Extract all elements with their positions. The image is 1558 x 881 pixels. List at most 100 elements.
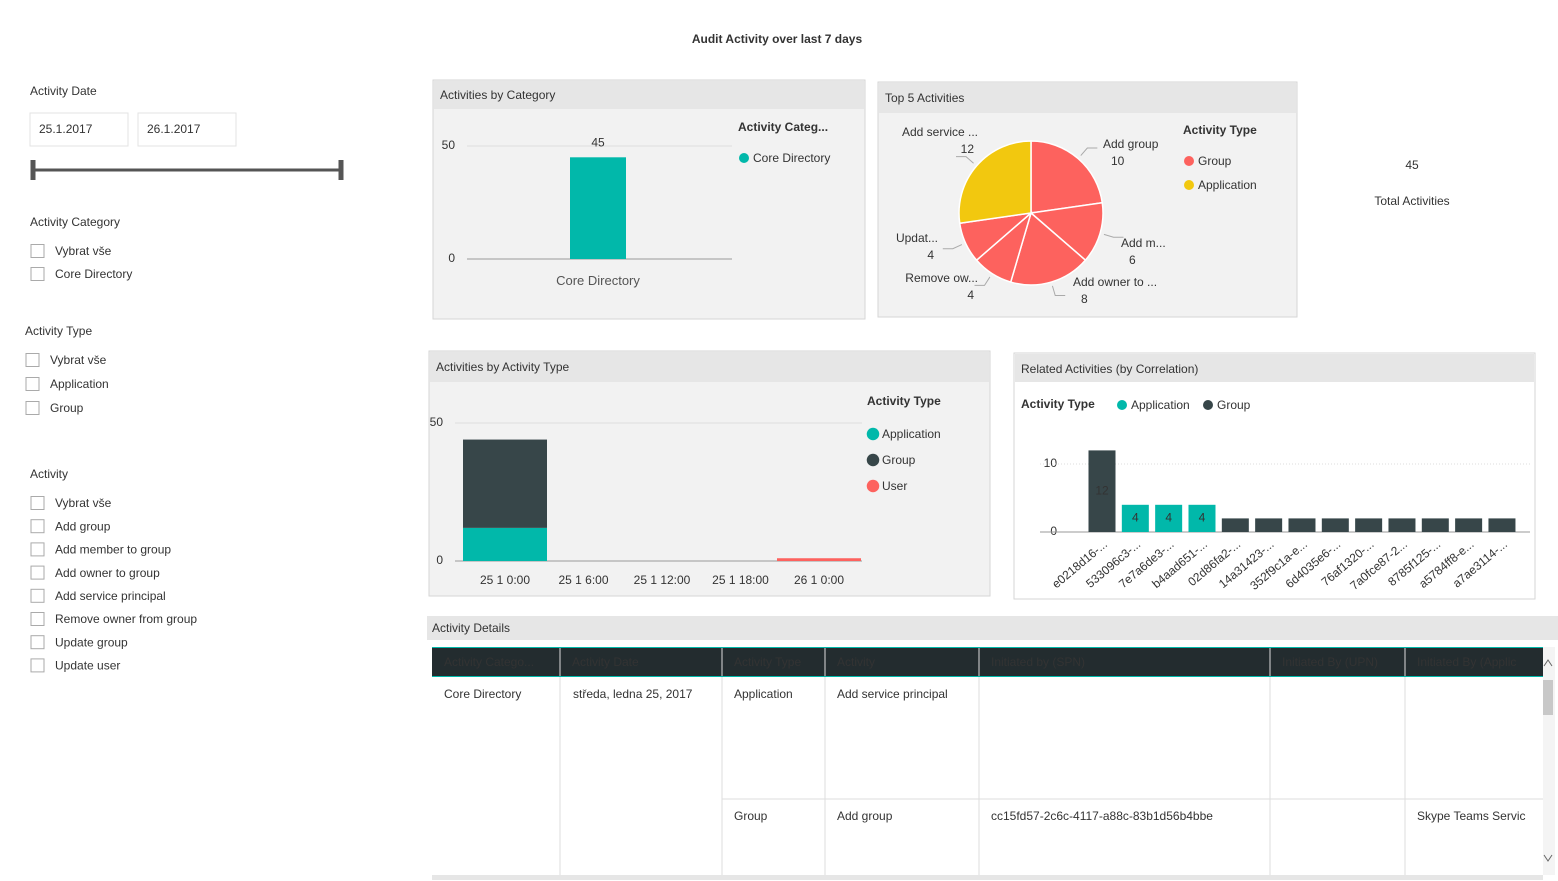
panel-header (1015, 354, 1534, 382)
leader-line (974, 276, 991, 286)
column-header: Initiated By (Applic (1417, 655, 1516, 669)
slicer-option: Group (50, 401, 84, 415)
data-label: 45 (591, 135, 605, 149)
date-value: 26.1.2017 (147, 122, 201, 136)
column-header: Activity Date (572, 655, 639, 669)
scrollbar-thumb[interactable] (1543, 680, 1553, 715)
table-cell: Group (734, 809, 768, 823)
slider-handle[interactable] (30, 160, 36, 180)
bar (1155, 504, 1183, 532)
date-value: 25.1.2017 (39, 122, 93, 136)
slice-label: Add owner to ... (1073, 275, 1157, 289)
leader-line (956, 156, 974, 164)
slicer-option: Add group (55, 519, 111, 533)
checkbox[interactable] (25, 377, 40, 391)
checkbox[interactable] (30, 658, 45, 673)
checkbox[interactable] (30, 542, 45, 557)
panel-title: Activities by Activity Type (436, 360, 569, 374)
legend-marker (1117, 400, 1127, 410)
legend-label: Application (1198, 178, 1257, 192)
slice-label: Add service ... (902, 125, 978, 139)
slice-value: 6 (1129, 253, 1136, 267)
y-tick-label: 0 (436, 553, 443, 567)
table-cell: Add service principal (837, 687, 948, 701)
scroll-up[interactable] (1543, 659, 1553, 667)
legend-label: Group (1217, 398, 1251, 412)
bar (1355, 518, 1383, 532)
date-input[interactable] (29, 112, 129, 147)
legend-title: Activity Type (1183, 123, 1257, 137)
bar (1221, 518, 1249, 532)
table-cell: cc15fd57-2c6c-4117-a88c-83b1d56b4bbe (991, 809, 1213, 823)
checkbox[interactable] (30, 565, 45, 580)
table-head (432, 647, 1543, 677)
scroll-down[interactable] (1543, 854, 1553, 862)
x-tick-label: Core Directory (556, 273, 640, 288)
hscroll-track[interactable] (432, 875, 1543, 880)
slice-value: 12 (961, 142, 975, 156)
legend-label: Application (1131, 398, 1190, 412)
bar (1321, 518, 1349, 532)
legend-marker (866, 479, 880, 493)
card-value: 45 (1405, 158, 1419, 172)
slice-label: Add group (1103, 137, 1159, 151)
slider-handle[interactable] (338, 160, 344, 180)
bar (1488, 518, 1516, 532)
bar (1455, 518, 1483, 532)
legend-marker (866, 427, 880, 441)
checkbox[interactable] (30, 612, 45, 626)
checkbox[interactable] (30, 496, 45, 510)
bar (1255, 518, 1283, 532)
panel-header (434, 81, 864, 109)
slicer-title: Activity Type (25, 324, 92, 338)
panel-header (879, 83, 1296, 113)
bar (463, 527, 547, 561)
checkbox[interactable] (25, 401, 40, 415)
slice-label: Updat... (896, 231, 938, 245)
legend-marker (1203, 400, 1213, 410)
slicer-title: Activity (30, 467, 68, 481)
table-cell: Skype Teams Servic (1417, 809, 1526, 823)
legend-marker (1184, 156, 1194, 166)
table-cell: Application (734, 687, 793, 701)
slicer-option: Vybrat vše (55, 244, 112, 258)
legend-title: Activity Type (867, 394, 941, 408)
column-header: Initiated By (UPN) (1282, 655, 1378, 669)
x-tick-label: 25 1 0:00 (480, 573, 530, 587)
checkbox[interactable] (30, 519, 45, 534)
checkbox[interactable] (30, 267, 45, 281)
x-tick-label: 26 1 0:00 (794, 573, 844, 587)
legend-marker (866, 453, 880, 467)
y-tick-label: 50 (430, 415, 444, 429)
y-tick-label: 50 (442, 138, 456, 152)
checkbox[interactable] (30, 244, 45, 258)
date-input[interactable] (137, 112, 237, 147)
checkbox[interactable] (30, 588, 45, 603)
bar (1121, 504, 1149, 532)
bar (777, 558, 861, 561)
y-tick-label: 0 (448, 251, 455, 265)
leader-line (1103, 233, 1124, 238)
slicer-option: Add member to group (55, 543, 171, 557)
slicer-title: Activity Category (30, 215, 120, 229)
x-tick-label: 25 1 12:00 (634, 573, 691, 587)
checkbox[interactable] (25, 353, 40, 367)
legend-marker (1184, 180, 1194, 190)
bar (1088, 450, 1116, 532)
table-body: Activity Catego... Activity Date Activity … (432, 647, 1543, 875)
data-label: 4 (1199, 511, 1206, 525)
bar (1188, 504, 1216, 532)
slice-value: 10 (1111, 154, 1125, 168)
card-label: Total Activities (1374, 194, 1449, 208)
slice-label: Add m... (1121, 236, 1166, 250)
legend-label: Group (882, 453, 916, 467)
checkbox[interactable] (30, 635, 45, 650)
slicer-option: Add service principal (55, 589, 166, 603)
legend-label: Application (882, 427, 941, 441)
legend-marker (739, 153, 749, 163)
x-tick-label: 25 1 6:00 (558, 573, 608, 587)
slicer-option: Remove owner from group (55, 612, 197, 626)
slicer-option: Update user (55, 659, 120, 673)
